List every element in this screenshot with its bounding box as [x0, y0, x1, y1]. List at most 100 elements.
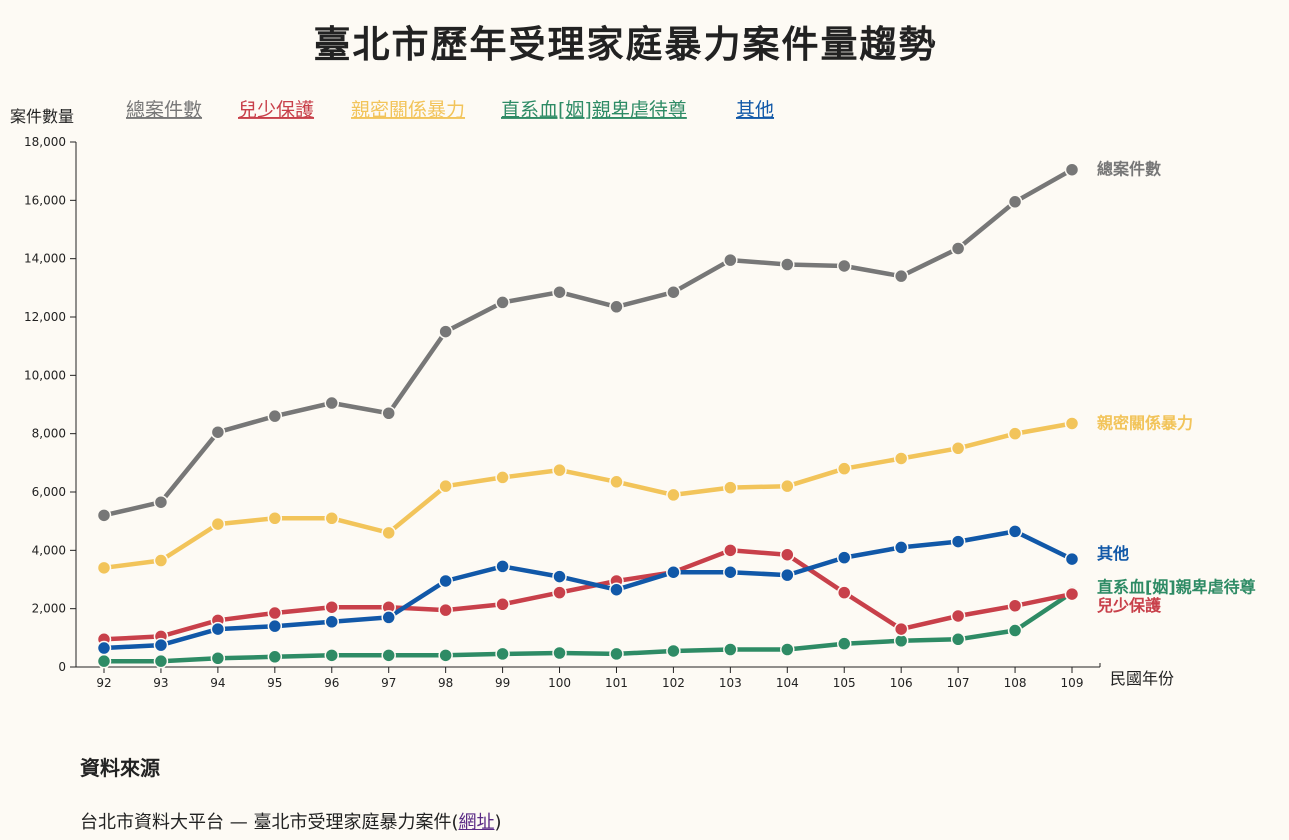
data-point[interactable] — [836, 258, 852, 274]
data-point[interactable] — [723, 642, 738, 657]
data-point[interactable] — [96, 560, 112, 576]
data-point[interactable] — [1064, 586, 1080, 602]
data-point[interactable] — [495, 559, 510, 574]
data-point[interactable] — [893, 621, 909, 637]
data-point[interactable] — [96, 653, 112, 669]
data-point[interactable] — [1007, 524, 1023, 539]
data-point[interactable] — [666, 284, 681, 300]
data-point[interactable] — [153, 637, 169, 653]
data-point[interactable] — [609, 474, 624, 490]
data-point[interactable] — [609, 299, 624, 315]
data-point[interactable] — [495, 295, 510, 310]
data-point[interactable] — [495, 646, 510, 662]
data-point[interactable] — [381, 610, 396, 625]
y-tick-label: 18,000 — [24, 135, 66, 149]
data-point[interactable] — [666, 487, 681, 503]
data-point[interactable] — [780, 257, 795, 272]
data-point[interactable] — [324, 511, 340, 526]
data-point[interactable] — [723, 252, 738, 268]
data-point[interactable] — [438, 648, 453, 663]
legend-item[interactable]: 其他 — [736, 99, 774, 121]
data-point[interactable] — [780, 642, 795, 657]
legend-item[interactable]: 親密關係暴力 — [351, 99, 465, 121]
series-end-label: 總案件數 — [1097, 160, 1161, 179]
data-point[interactable] — [666, 643, 681, 659]
data-point[interactable] — [836, 636, 852, 651]
data-point[interactable] — [267, 408, 283, 424]
data-point[interactable] — [950, 441, 966, 456]
data-point[interactable] — [893, 268, 909, 284]
data-point[interactable] — [210, 424, 226, 440]
data-point[interactable] — [267, 605, 283, 621]
data-point[interactable] — [836, 461, 852, 476]
data-point[interactable] — [210, 621, 226, 637]
data-point[interactable] — [666, 564, 681, 580]
legend-item[interactable]: 總案件數 — [126, 99, 202, 121]
x-tick-label: 104 — [776, 676, 799, 690]
data-point[interactable] — [1007, 426, 1023, 441]
data-point[interactable] — [324, 599, 340, 615]
data-point[interactable] — [267, 511, 283, 526]
data-point[interactable] — [1007, 598, 1023, 613]
line-chart: 總案件數 兒少保護 親密關係暴力 直系血[姻]親卑虐待尊 其他 案件數量 民國年份 02… — [10, 99, 1256, 690]
data-point[interactable] — [96, 508, 112, 523]
data-point[interactable] — [210, 516, 226, 532]
data-point[interactable] — [267, 649, 283, 665]
data-point[interactable] — [950, 241, 966, 256]
data-point[interactable] — [552, 284, 567, 300]
data-point[interactable] — [950, 632, 966, 647]
data-point[interactable] — [723, 564, 738, 580]
data-point[interactable] — [552, 569, 567, 584]
data-point[interactable] — [780, 567, 795, 583]
series-line — [104, 590, 1074, 664]
data-point[interactable] — [950, 608, 966, 624]
data-point[interactable] — [495, 597, 510, 612]
source-suffix: ) — [494, 812, 502, 833]
data-point[interactable] — [552, 585, 567, 600]
data-point[interactable] — [552, 645, 567, 661]
data-point[interactable] — [780, 547, 795, 562]
chart-series-lines — [103, 167, 1074, 664]
data-point[interactable] — [1007, 194, 1023, 210]
data-point[interactable] — [153, 553, 169, 568]
data-point[interactable] — [1064, 162, 1080, 177]
page-title: 臺北市歷年受理家庭暴力案件量趨勢 — [313, 23, 938, 66]
data-point[interactable] — [723, 480, 738, 495]
data-point[interactable] — [438, 573, 453, 589]
data-point[interactable] — [438, 478, 453, 494]
data-point[interactable] — [324, 614, 340, 630]
data-point[interactable] — [324, 648, 340, 663]
data-point[interactable] — [893, 540, 909, 555]
data-point[interactable] — [1007, 623, 1023, 638]
data-point[interactable] — [210, 651, 226, 666]
data-point[interactable] — [609, 582, 624, 597]
data-point[interactable] — [1064, 416, 1080, 431]
data-point[interactable] — [438, 602, 453, 618]
data-point[interactable] — [153, 653, 169, 669]
data-point[interactable] — [609, 646, 624, 662]
data-point[interactable] — [495, 470, 510, 485]
legend-item[interactable]: 兒少保護 — [238, 99, 314, 121]
data-point[interactable] — [552, 462, 567, 478]
data-point[interactable] — [1064, 551, 1080, 567]
data-point[interactable] — [780, 478, 795, 494]
data-point[interactable] — [950, 534, 966, 549]
source-link[interactable]: 網址 — [458, 812, 495, 833]
x-tick-label: 92 — [96, 676, 111, 690]
data-point[interactable] — [836, 550, 852, 565]
data-point[interactable] — [381, 406, 396, 421]
data-point[interactable] — [836, 585, 852, 600]
y-tick-label: 6,000 — [32, 485, 66, 499]
data-point[interactable] — [381, 648, 396, 663]
data-point[interactable] — [381, 525, 396, 541]
x-tick-label: 97 — [381, 676, 396, 690]
data-point[interactable] — [324, 395, 340, 411]
data-point[interactable] — [153, 494, 169, 510]
legend-item[interactable]: 直系血[姻]親卑虐待尊 — [501, 99, 687, 121]
data-point[interactable] — [723, 543, 738, 558]
x-tick-label: 95 — [267, 676, 282, 690]
data-point[interactable] — [267, 618, 283, 634]
data-point[interactable] — [438, 324, 453, 339]
data-point[interactable] — [96, 640, 112, 656]
data-point[interactable] — [893, 451, 909, 466]
